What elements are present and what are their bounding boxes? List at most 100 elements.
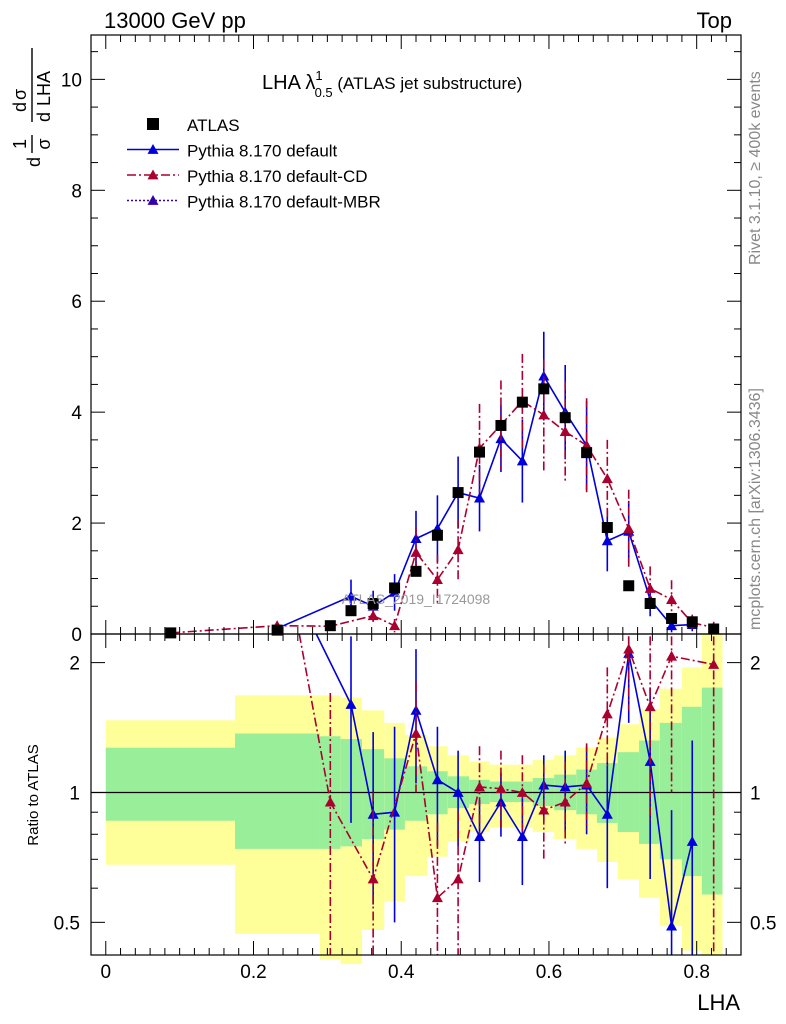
ratio-marker-cd xyxy=(644,701,656,712)
y-tick-label: 4 xyxy=(71,403,82,424)
atlas-data-layer xyxy=(165,383,720,639)
plot-title-suffix: (ATLAS jet substructure) xyxy=(333,74,523,93)
legend-label: Pythia 8.170 default xyxy=(187,142,338,161)
plot-title: LHA λ1 0.5 (ATLAS jet substructure) xyxy=(262,68,522,100)
legend-swatch-atlas xyxy=(147,118,159,130)
ylabel-sigma-num: σ xyxy=(10,89,30,100)
ratio-tick-label-left: 0.5 xyxy=(54,913,80,934)
ratio-marker-cd xyxy=(431,892,443,903)
x-tick-label: 0 xyxy=(100,962,111,983)
ratio-marker-cd xyxy=(538,804,550,815)
band-green xyxy=(404,766,428,821)
legend-swatch-marker xyxy=(147,195,159,205)
marker-cd xyxy=(452,544,464,555)
legend-label: Pythia 8.170 default-MBR xyxy=(187,193,381,212)
tick-labels: 0 0.2 0.4 0.6 0.8 0 2 4 6 8 10 0.5 0.5 1 1 2 2 xyxy=(54,70,777,983)
marker-cd xyxy=(367,610,379,621)
ratio-tick-label-right: 0.5 xyxy=(750,913,776,934)
plot-title-sup: 1 xyxy=(315,68,322,83)
atlas-point xyxy=(623,580,635,592)
ylabel-d-den: d xyxy=(34,112,54,122)
atlas-point xyxy=(345,605,357,617)
ratio-marker-cd xyxy=(452,873,464,884)
ratio-marker-cd xyxy=(495,783,507,794)
main-y-axis-label: 1 σ d d σ d LHA xyxy=(10,48,54,167)
ratio-line-default xyxy=(315,634,694,927)
y-tick-label: 2 xyxy=(71,514,82,535)
marker-cd xyxy=(410,546,422,557)
band-green xyxy=(235,733,320,849)
rivet-label: Rivet 3.1.10, ≥ 400k events xyxy=(747,71,764,265)
ratio-series-layer xyxy=(298,634,720,955)
atlas-point xyxy=(516,396,528,408)
atlas-point xyxy=(367,597,379,609)
ratio-marker-default xyxy=(686,835,698,846)
ratio-marker-default xyxy=(474,831,486,842)
ratio-marker-default xyxy=(495,796,507,807)
y-tick-label: 0 xyxy=(71,625,82,646)
marker-cd xyxy=(559,426,571,436)
atlas-point xyxy=(581,447,593,459)
atlas-point xyxy=(708,623,720,635)
ratio-marker-cd xyxy=(708,658,720,669)
ratio-marker-default xyxy=(431,774,443,785)
ratio-tick-label-right: 1 xyxy=(750,783,761,804)
analysis-watermark: ATLAS_2019_I1724098 xyxy=(342,591,491,607)
atlas-point xyxy=(389,582,401,594)
atlas-point xyxy=(666,612,678,624)
marker-cd xyxy=(644,583,656,593)
ratio-marker-default xyxy=(601,808,613,819)
ratio-marker-cd xyxy=(581,777,593,788)
marker-cd xyxy=(623,523,635,534)
x-tick-label: 0.6 xyxy=(536,962,562,983)
legend: ATLAS Pythia 8.170 default Pythia 8.170 de… xyxy=(127,116,381,212)
marker-cd xyxy=(601,473,613,484)
atlas-point xyxy=(452,487,464,499)
marker-default xyxy=(516,455,528,466)
ratio-marker-cd xyxy=(666,650,678,661)
ratio-tick-label-left: 2 xyxy=(69,654,80,675)
atlas-point xyxy=(324,620,336,632)
atlas-point xyxy=(559,412,571,424)
ratio-marker-default xyxy=(410,704,422,715)
ratio-marker-cd xyxy=(367,873,379,884)
atlas-point xyxy=(495,419,507,431)
y-tick-label: 10 xyxy=(61,70,82,91)
ratio-marker-default xyxy=(452,786,464,797)
x-tick-label: 0.2 xyxy=(240,962,266,983)
atlas-point xyxy=(271,624,283,636)
ylabel-one: 1 xyxy=(10,139,30,149)
atlas-point xyxy=(410,565,422,577)
ratio-marker-default xyxy=(666,920,678,931)
ylabel-d-outer: d xyxy=(24,157,44,167)
marker-default xyxy=(666,620,678,631)
ylabel-d-num: d xyxy=(10,102,30,112)
legend-swatch-marker xyxy=(147,144,159,154)
axes-frames xyxy=(90,34,742,956)
ratio-y-axis-label: Ratio to ATLAS xyxy=(25,744,42,845)
ratio-marker-cd xyxy=(516,786,528,797)
plot-title-main: LHA λ xyxy=(262,72,315,94)
atlas-point xyxy=(538,383,550,395)
atlas-point xyxy=(474,446,486,458)
y-tick-label: 6 xyxy=(71,292,82,313)
band-green xyxy=(105,747,236,821)
legend-swatch-marker xyxy=(147,169,159,180)
atlas-point xyxy=(165,627,177,639)
ratio-tick-label-right: 2 xyxy=(750,654,761,675)
legend-label: Pythia 8.170 default-CD xyxy=(187,167,368,186)
atlas-point xyxy=(431,529,443,541)
header-right: Top xyxy=(697,8,732,33)
ratio-marker-cd xyxy=(410,727,422,738)
mcplots-label: mcplots.cern.ch [arXiv:1306.3436] xyxy=(747,388,764,630)
ratio-marker-cd xyxy=(601,708,613,719)
ylabel-sigma: σ xyxy=(34,138,54,149)
marker-default xyxy=(410,533,422,544)
marker-cd xyxy=(666,594,678,605)
atlas-point xyxy=(601,522,613,534)
ratio-marker-cd xyxy=(623,643,635,654)
ratio-marker-cd xyxy=(324,796,336,807)
ylabel-var-den: LHA xyxy=(34,71,54,106)
marker-default xyxy=(474,492,486,503)
